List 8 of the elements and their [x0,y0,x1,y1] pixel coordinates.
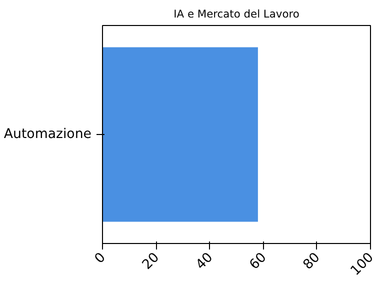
x-tick-label: 40 [193,250,216,273]
x-tick-label: 100 [348,250,377,279]
x-tick-label: 60 [247,250,270,273]
x-tick-label: 0 [92,250,109,267]
x-tick-label: 20 [140,250,162,273]
x-tick-label: 80 [300,250,324,273]
chart-title: IA e Mercato del Lavoro [174,8,300,20]
y-tick-label: Automazione [4,127,92,142]
